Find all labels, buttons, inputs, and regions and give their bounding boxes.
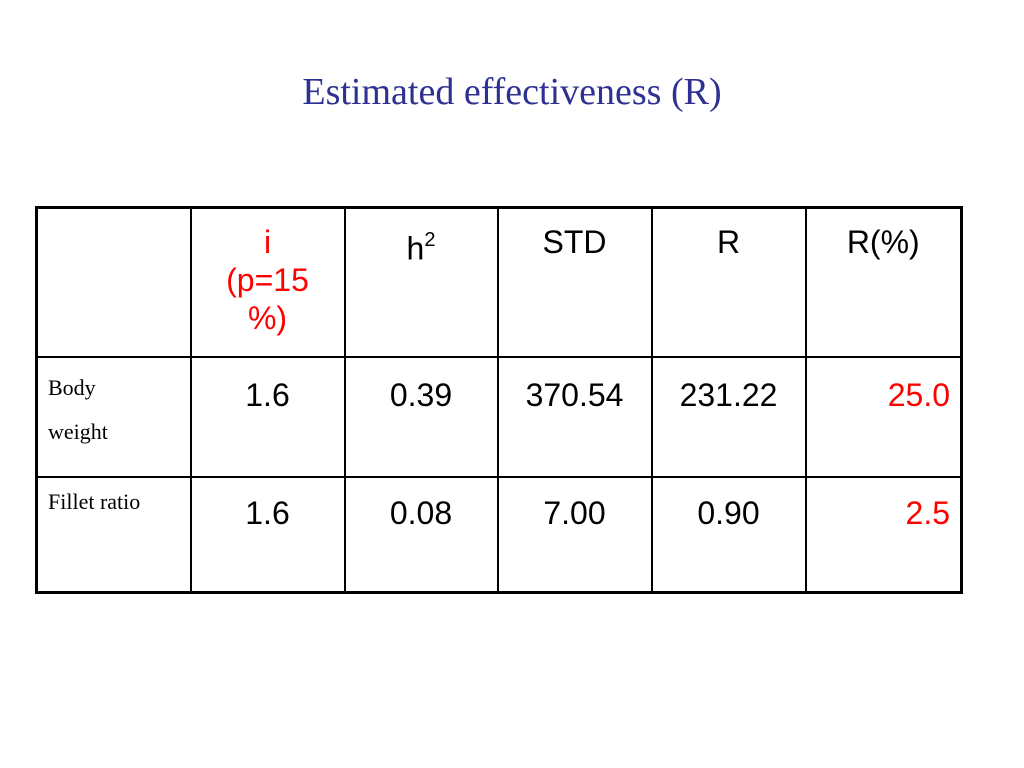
- value-r: 231.22: [679, 377, 778, 413]
- cell-h2: 0.39: [343, 356, 499, 478]
- value-r-pct: 25.0: [887, 377, 950, 413]
- header-cell-r: R: [650, 206, 807, 358]
- table-row: Fillet ratio 1.6 0.08 7.00 0.90 2.5: [35, 476, 963, 594]
- cell-i: 1.6: [189, 356, 346, 478]
- header-r: R: [716, 224, 741, 260]
- cell-std: 7.00: [496, 476, 653, 594]
- table-row: Body weight 1.6 0.39 370.54 231.22 25.0: [35, 356, 963, 478]
- header-cell-r-pct: R(%): [804, 206, 963, 358]
- header-h2-base: h: [406, 230, 425, 267]
- value-i: 1.6: [245, 377, 290, 413]
- value-h2: 0.39: [389, 377, 453, 413]
- cell-std: 370.54: [496, 356, 653, 478]
- value-std: 7.00: [543, 495, 606, 531]
- cell-i: 1.6: [189, 476, 346, 594]
- header-r-pct: R(%): [846, 224, 920, 260]
- header-cell-h2: h2: [343, 206, 499, 358]
- cell-r-pct: 25.0: [804, 356, 963, 478]
- row-label: Fillet ratio: [38, 478, 190, 520]
- header-cell-i: i (p=15 %): [189, 206, 346, 358]
- value-r: 0.90: [697, 495, 760, 531]
- cell-h2: 0.08: [343, 476, 499, 594]
- row-label-line1: Body: [48, 375, 96, 400]
- header-i-line3: %): [247, 300, 288, 336]
- row-label-cell: Fillet ratio: [35, 476, 192, 594]
- row-label-line1: Fillet ratio: [48, 489, 141, 514]
- value-r-pct: 2.5: [905, 495, 950, 531]
- cell-r: 231.22: [650, 356, 807, 478]
- header-i-line2: (p=15: [226, 262, 309, 298]
- slide-title: Estimated effectiveness (R): [302, 71, 722, 113]
- value-std: 370.54: [525, 377, 624, 413]
- cell-r: 0.90: [650, 476, 807, 594]
- header-std: STD: [542, 224, 607, 260]
- value-h2: 0.08: [389, 495, 453, 531]
- table-header-row: i (p=15 %) h2 STD R R(%): [35, 206, 963, 358]
- header-corner-cell: [35, 206, 192, 358]
- header-i: i (p=15 %): [192, 209, 344, 337]
- cell-r-pct: 2.5: [804, 476, 963, 594]
- row-label: Body weight: [38, 358, 190, 454]
- value-i: 1.6: [245, 495, 290, 531]
- row-label-line2: weight: [48, 419, 108, 444]
- header-h2-superscript: 2: [424, 229, 436, 251]
- effectiveness-table: i (p=15 %) h2 STD R R(%) Body weight 1.6…: [35, 206, 963, 594]
- header-cell-std: STD: [496, 206, 653, 358]
- row-label-cell: Body weight: [35, 356, 192, 478]
- header-h2: h2: [346, 209, 497, 268]
- header-i-line1: i: [263, 224, 272, 260]
